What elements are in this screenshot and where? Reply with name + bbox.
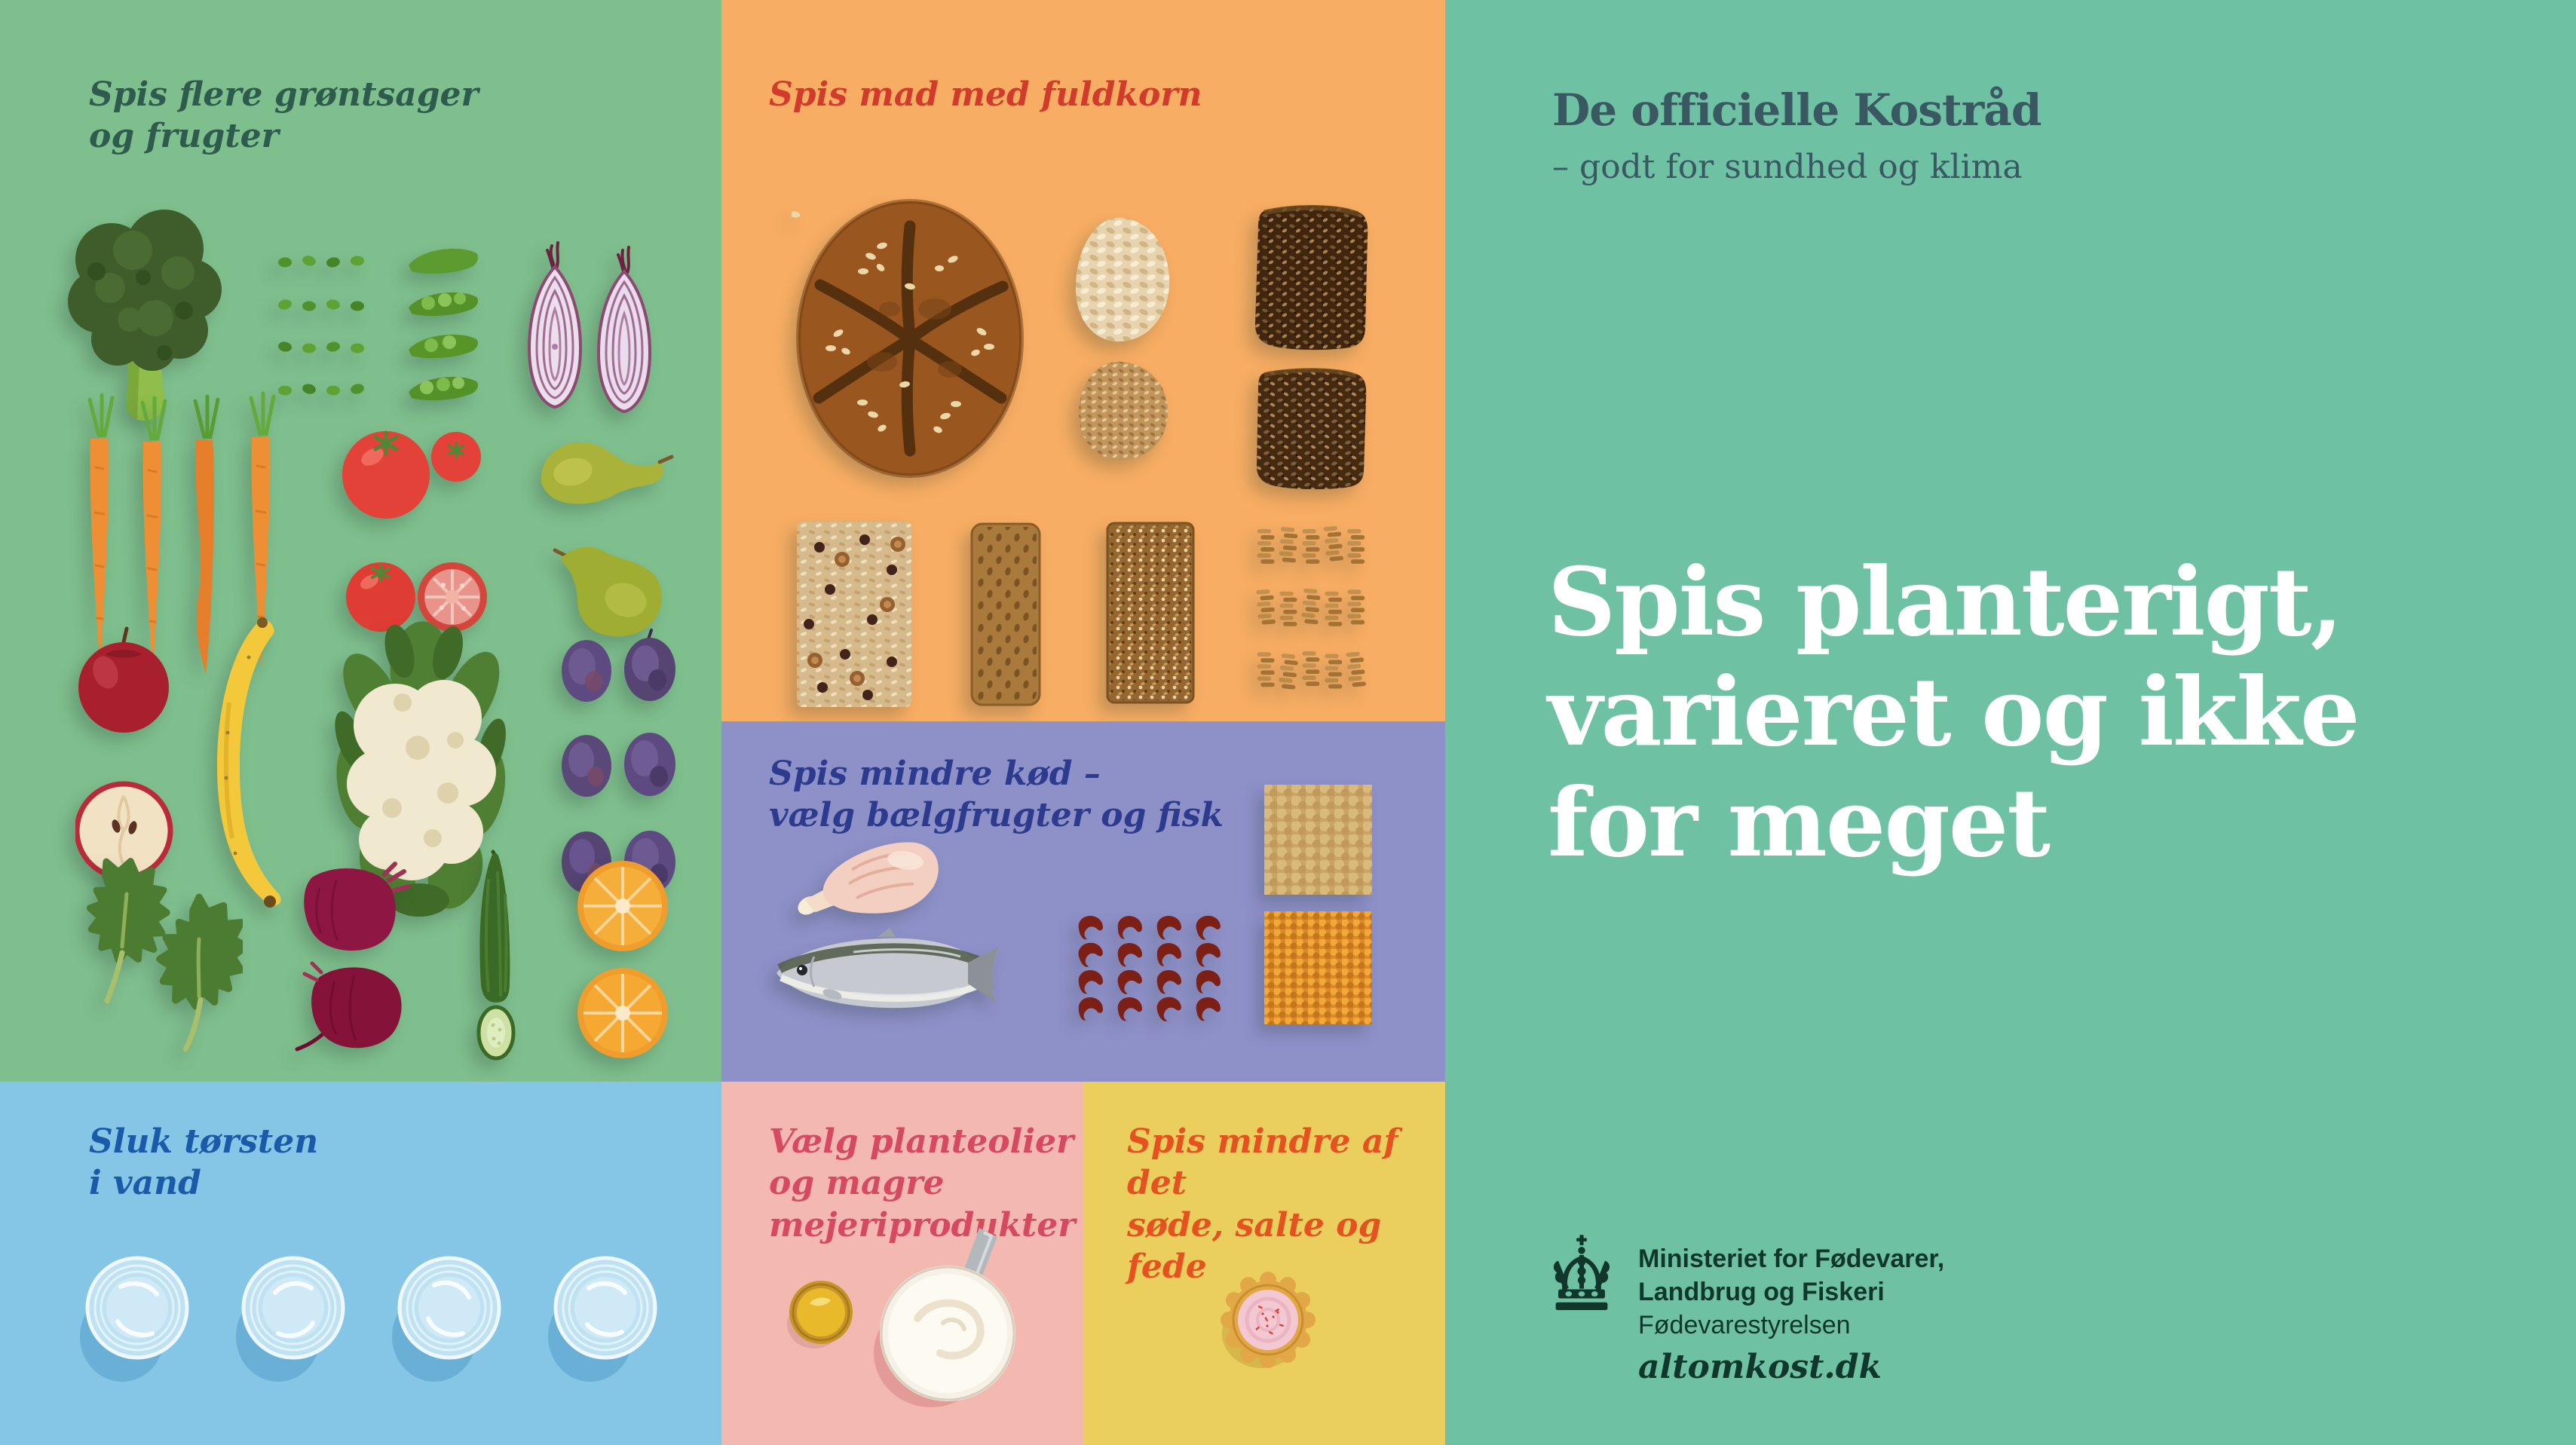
heading-line: i vand <box>89 1164 201 1203</box>
panel-water-heading: Sluk tørsten i vand <box>89 1121 318 1205</box>
poster-title: De officielle Kostråd <box>1552 84 2042 136</box>
panel-vegetables-heading: Spis flere grøntsager og frugter <box>89 74 479 158</box>
banana-icon <box>217 617 281 908</box>
danish-crown-logo-icon <box>1553 1235 1610 1311</box>
water-glass-icon <box>236 1256 345 1382</box>
pears-icon <box>541 442 674 637</box>
heading-line: og magre <box>769 1164 945 1203</box>
heading-line: vælg bælgfrugter og fisk <box>769 796 1224 835</box>
heading-line: Sluk tørsten <box>89 1122 319 1161</box>
cucumber-icon <box>476 850 516 1061</box>
panel-legumes-fish-heading: Spis mindre kød – vælg bælgfrugter og fi… <box>769 753 1224 837</box>
panel-fats-dairy: Vælg planteolier og magre mejeriprodukte… <box>721 1082 1083 1445</box>
heading-line: søde, salte og fede <box>1127 1205 1382 1287</box>
rye-bread-slice-icon <box>1255 205 1368 351</box>
panel-vegetables: Spis flere grøntsager og frugter <box>0 0 721 1082</box>
oil-bowl-icon <box>787 1281 853 1349</box>
water-glass-icon <box>548 1256 657 1382</box>
heading-line: Spis mad med fuldkorn <box>769 75 1202 114</box>
agency-name: Fødevarestyrelsen <box>1638 1311 1851 1340</box>
kale-leaves-icon <box>74 849 243 1052</box>
red-lentils-icon <box>1264 911 1372 1024</box>
heading-line: mejeriprodukter <box>769 1205 1076 1244</box>
wholegrain-bread-icon <box>792 199 1024 478</box>
crispbread-icon <box>970 522 1041 706</box>
chicken-drumstick-icon <box>798 842 939 915</box>
website-link: altomkost.dk <box>1638 1348 1882 1386</box>
cupcake-icon <box>1221 1272 1316 1368</box>
panel-main: De officielle Kostråd – godt for sundhed… <box>1445 0 2576 1445</box>
panel-water: Sluk tørsten i vand <box>0 1082 721 1445</box>
poster-headline: Spis planterigt, varieret og ikke for me… <box>1548 547 2360 878</box>
ministry-line: Landbrug og Fiskeri <box>1638 1278 1885 1307</box>
panel-fats-dairy-heading: Vælg planteolier og magre mejeriprodukte… <box>769 1121 1075 1246</box>
panel-sweets-heading: Spis mindre af det søde, salte og fede <box>1127 1121 1445 1288</box>
panel-legumes-fish: Spis mindre kød – vælg bælgfrugter og fi… <box>721 721 1445 1082</box>
ministry-line: Ministeriet for Fødevarer, <box>1638 1244 1945 1273</box>
heading-line: Vælg planteolier <box>769 1122 1074 1161</box>
headline-line: for meget <box>1548 767 2051 878</box>
kidney-beans-icon <box>1077 914 1222 1022</box>
beets-icon <box>295 862 411 1052</box>
carrots-icon <box>78 390 285 684</box>
headline-line: varieret og ikke <box>1548 657 2360 768</box>
herring-fish-icon <box>776 928 1000 1009</box>
oat-flakes-pile-icon <box>1075 217 1170 342</box>
heading-line: og frugter <box>89 117 279 156</box>
pea-pods-icon <box>409 248 478 401</box>
seeded-crispbread-icon <box>1106 522 1195 704</box>
headline-line: Spis planterigt, <box>1548 547 2343 657</box>
apple-icon <box>75 626 173 880</box>
chickpeas-icon <box>1264 785 1372 895</box>
bran-pile-icon <box>1079 361 1168 460</box>
broccoli-icon <box>68 210 222 421</box>
peas-icon <box>277 254 366 396</box>
wholegrain-pasta-icon <box>1256 525 1367 690</box>
rye-bread-slice-icon <box>1257 368 1367 490</box>
water-glass-icon <box>80 1256 189 1382</box>
red-onion-halves-icon <box>527 241 652 414</box>
heading-line: Spis mindre kød – <box>769 755 1101 793</box>
tomatoes-icon <box>342 430 487 632</box>
panel-wholegrain-heading: Spis mad med fuldkorn <box>769 74 1202 115</box>
poster-subtitle: – godt for sundhed og klima <box>1552 148 2023 186</box>
heading-line: Spis flere grøntsager <box>89 75 479 114</box>
muesli-icon <box>797 522 911 707</box>
yogurt-bowl-icon <box>874 1228 1015 1407</box>
orange-halves-icon <box>577 861 668 1058</box>
heading-line: Spis mindre af det <box>1127 1122 1398 1203</box>
ministry-name: Ministeriet for Fødevarer, Landbrug og F… <box>1638 1242 1944 1342</box>
panel-wholegrain: Spis mad med fuldkorn <box>721 0 1445 721</box>
water-glass-icon <box>392 1256 501 1382</box>
panel-sweets: Spis mindre af det søde, salte og fede <box>1083 1082 1445 1445</box>
